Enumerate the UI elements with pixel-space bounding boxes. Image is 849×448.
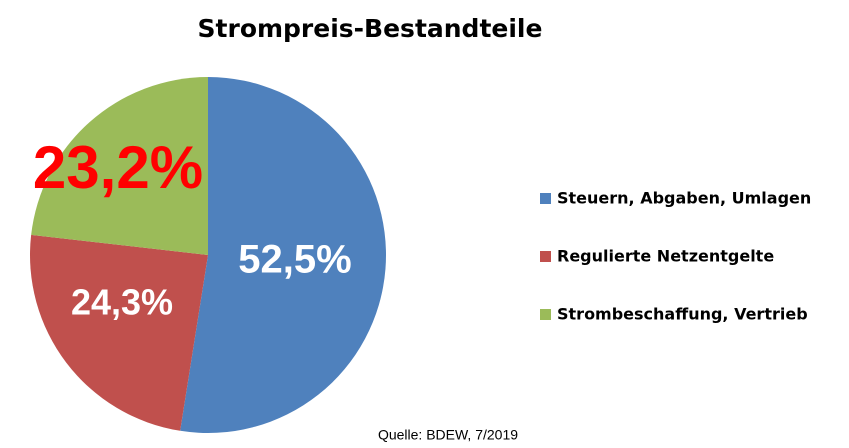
source-note: Quelle: BDEW, 7/2019 xyxy=(378,427,518,443)
pie-slice xyxy=(31,77,208,255)
chart-title: Strompreis-Bestandteile xyxy=(198,14,543,43)
legend-label: Steuern, Abgaben, Umlagen xyxy=(557,189,811,208)
legend-label: Strombeschaffung, Vertrieb xyxy=(557,305,808,324)
pie-slice xyxy=(30,234,209,431)
legend-swatch xyxy=(540,251,551,262)
legend-swatch xyxy=(540,309,551,320)
data-label: 52,5% xyxy=(238,238,351,282)
data-label: 24,3% xyxy=(71,282,173,323)
legend-swatch xyxy=(540,193,551,204)
pie-slice xyxy=(180,77,387,434)
legend-label: Regulierte Netzentgelte xyxy=(557,247,774,266)
data-label: 23,2% xyxy=(33,134,203,201)
